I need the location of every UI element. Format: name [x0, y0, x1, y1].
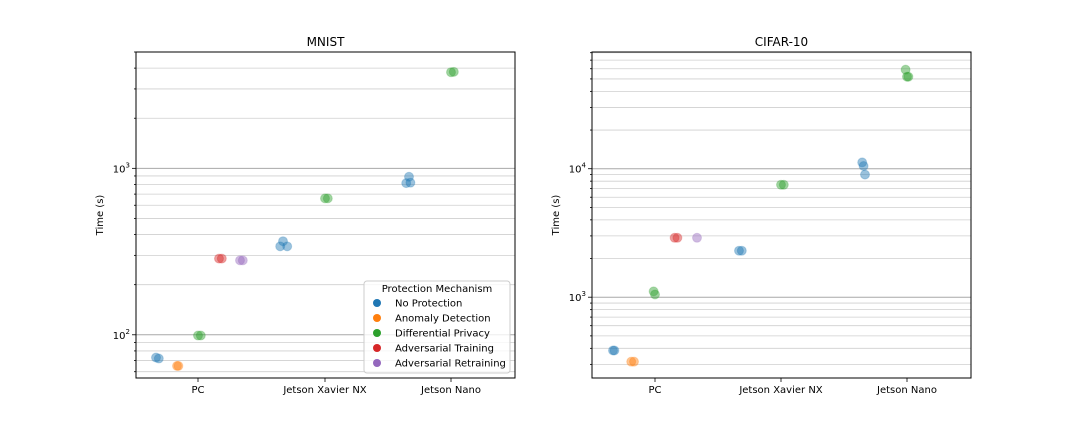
cifar10-point-adversarial-retraining: [692, 232, 702, 243]
legend-marker-no-protection: [373, 299, 381, 307]
mnist-x-tick-label-jetson-nano: Jetson Nano: [420, 385, 481, 396]
mnist-point-no-protection: [405, 177, 416, 188]
cifar10-point-differential-privacy: [648, 286, 659, 297]
mnist-point-adversarial-retraining: [235, 255, 245, 266]
cifar10-point-no-protection: [736, 245, 747, 256]
legend-marker-differential-privacy: [373, 329, 381, 337]
mnist-point-anomaly-detection: [173, 360, 184, 371]
mnist-point-anomaly-detection: [172, 360, 182, 371]
legend-marker-anomaly-detection: [373, 314, 381, 322]
tick-base: 10: [113, 164, 126, 175]
mnist-x-tick-label-pc: PC: [191, 385, 204, 396]
cifar10-x-tick-label-jetson-nano: Jetson Nano: [876, 385, 937, 396]
mnist-point-adversarial-training: [214, 253, 224, 264]
legend-label-adversarial-retraining: Adversarial Retraining: [395, 359, 506, 370]
mnist-point-no-protection: [278, 236, 288, 247]
mnist-plot-frame: [135, 51, 516, 379]
tick-base: 10: [113, 331, 126, 342]
tick-exponent: 4: [582, 162, 587, 170]
legend-marker-adversarial-retraining: [373, 359, 381, 367]
cifar10-point-anomaly-detection: [629, 356, 639, 367]
legend-title: Protection Mechanism: [382, 284, 493, 295]
tick-exponent: 2: [126, 328, 130, 336]
cifar10-title: CIFAR-10: [755, 35, 808, 49]
mnist-point-differential-privacy: [195, 330, 206, 341]
cifar10-x-tick-label-jetson-xavier-nx: Jetson Xavier NX: [738, 385, 822, 396]
mnist-point-adversarial-retraining: [237, 255, 248, 266]
cifar10-point-differential-privacy: [902, 71, 912, 82]
legend-label-differential-privacy: Differential Privacy: [395, 329, 490, 340]
tick-exponent: 3: [582, 290, 586, 298]
legend-label-no-protection: No Protection: [395, 299, 462, 310]
mnist-point-differential-privacy: [446, 67, 456, 78]
legend-box: [363, 280, 511, 374]
cifar10-point-no-protection: [608, 345, 618, 356]
cifar10-y-tick-label: 104: [569, 162, 587, 176]
mnist-point-no-protection: [282, 241, 293, 252]
mnist-point-differential-privacy: [320, 193, 330, 204]
mnist-points: [151, 66, 459, 371]
mnist-point-no-protection: [401, 178, 412, 189]
mnist-point-differential-privacy: [193, 330, 203, 341]
tick-base: 10: [569, 165, 582, 176]
cifar10-point-differential-privacy: [903, 71, 914, 82]
cifar10-point-no-protection: [857, 157, 868, 168]
cifar10-point-no-protection: [734, 245, 744, 256]
legend: Protection Mechanism No Protection Anomal…: [363, 280, 511, 374]
legend-label-anomaly-detection: Anomaly Detection: [395, 314, 491, 325]
legend-marker-adversarial-training: [373, 344, 381, 352]
mnist-y-tick-label: 102: [113, 328, 130, 342]
mnist-title: MNIST: [307, 35, 345, 49]
mnist-point-no-protection: [275, 241, 286, 252]
mnist-point-differential-privacy: [322, 193, 333, 204]
cifar10-point-differential-privacy: [900, 64, 911, 75]
cifar10-point-differential-privacy: [650, 289, 660, 300]
tick-base: 10: [569, 293, 582, 304]
cifar10-point-no-protection: [858, 160, 869, 171]
mnist-point-adversarial-training: [216, 253, 227, 264]
cifar10-gridlines: [592, 52, 971, 365]
cifar10-point-adversarial-training: [672, 232, 683, 243]
mnist-point-no-protection: [153, 353, 164, 364]
cifar10-y-axis-label: Time (s): [551, 195, 562, 237]
cifar10-point-no-protection: [609, 345, 620, 356]
legend-label-adversarial-training: Adversarial Training: [395, 344, 494, 355]
cifar10-point-differential-privacy: [776, 179, 786, 190]
cifar10-point-no-protection: [860, 169, 870, 180]
cifar10-point-adversarial-training: [669, 232, 680, 243]
mnist-y-axis-label: Time (s): [95, 195, 106, 237]
cifar10-point-anomaly-detection: [626, 356, 637, 367]
cifar10-points: [608, 64, 914, 367]
cifar10-x-tick-label-pc: PC: [648, 385, 661, 396]
mnist-point-differential-privacy: [448, 66, 459, 77]
cifar10-point-differential-privacy: [778, 179, 789, 190]
cifar10-plot-frame: [591, 51, 972, 379]
mnist-y-tick-label: 103: [113, 161, 130, 175]
cifar10-y-tick-label: 103: [569, 290, 586, 304]
tick-exponent: 3: [126, 161, 130, 169]
mnist-x-tick-label-jetson-xavier-nx: Jetson Xavier NX: [282, 385, 366, 396]
mnist-point-no-protection: [404, 171, 414, 182]
mnist-point-no-protection: [151, 352, 161, 363]
